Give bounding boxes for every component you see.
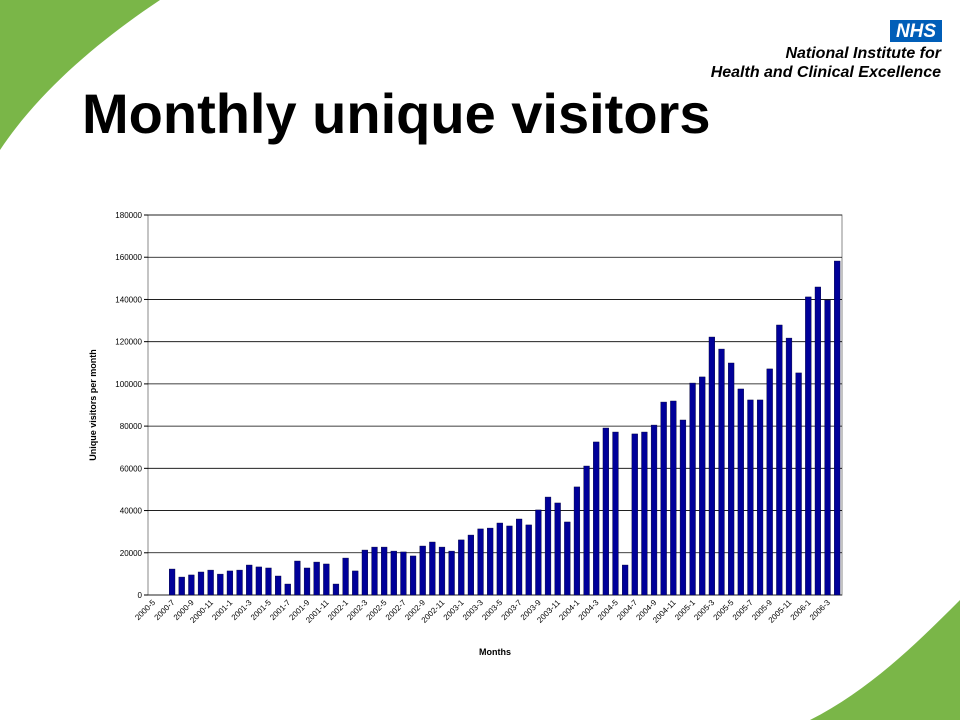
bar [805, 296, 812, 596]
bar [303, 567, 311, 596]
bar [728, 362, 735, 596]
bar [622, 564, 629, 596]
bar [737, 388, 744, 596]
bar [525, 524, 532, 596]
bar [419, 545, 426, 596]
bar [631, 433, 638, 596]
bar [593, 441, 600, 596]
bar [756, 399, 764, 596]
bar [226, 570, 234, 596]
y-tick-label: 180000 [115, 211, 142, 220]
y-tick-label: 40000 [120, 507, 143, 516]
bar [670, 400, 677, 596]
bar [814, 286, 821, 596]
bar [583, 465, 590, 596]
bar [467, 534, 474, 596]
bar [313, 561, 320, 596]
bar [265, 567, 272, 596]
bar [573, 486, 581, 596]
bar [361, 549, 368, 596]
bar [708, 336, 715, 596]
bar [275, 575, 282, 596]
bar [689, 382, 696, 596]
logo-badge-text: NHS [896, 21, 936, 42]
bar [487, 527, 494, 596]
bar [284, 583, 291, 596]
bar [535, 509, 542, 596]
bar [188, 574, 195, 596]
bar [197, 571, 205, 596]
bar [699, 376, 706, 596]
bar [458, 539, 465, 596]
chart-title: Monthly unique visitors [82, 82, 710, 145]
x-axis-label: Months [479, 647, 511, 657]
bar [381, 546, 388, 596]
y-tick-label: 60000 [120, 464, 143, 473]
bar [400, 551, 407, 596]
bar [236, 569, 243, 596]
bar [332, 583, 340, 596]
bar [169, 568, 176, 596]
logo-line: National Institute for [785, 45, 941, 62]
bar [178, 576, 185, 596]
bar [612, 431, 619, 596]
bar [342, 557, 349, 596]
bar [217, 573, 224, 596]
bar [554, 502, 561, 596]
bar [679, 419, 687, 596]
corner-decoration [0, 0, 160, 150]
bar [255, 566, 262, 596]
bar [785, 337, 793, 596]
y-tick-label: 160000 [115, 253, 142, 262]
bar [207, 569, 214, 596]
bar [660, 401, 667, 596]
bar [795, 372, 802, 596]
logo-line: Health and Clinical Excellence [711, 64, 941, 81]
bar [371, 546, 378, 596]
y-tick-label: 120000 [115, 338, 142, 347]
bar [323, 563, 330, 596]
bar [650, 424, 658, 596]
bar [834, 260, 841, 596]
bar [747, 399, 754, 596]
y-tick-label: 140000 [115, 295, 142, 304]
logo-badge [890, 20, 942, 42]
bar [448, 550, 455, 596]
bar [294, 560, 301, 596]
bar [516, 518, 523, 596]
bar [824, 299, 831, 596]
bar [641, 431, 648, 596]
bar [602, 427, 609, 596]
bar [564, 521, 571, 596]
corner-decoration [810, 600, 960, 720]
bar [409, 555, 417, 596]
bar [390, 550, 397, 596]
bar [438, 546, 446, 596]
bar [506, 525, 513, 596]
bar [766, 368, 773, 596]
y-tick-label: 0 [138, 591, 143, 600]
y-axis-label: Unique visitors per month [88, 349, 98, 461]
y-tick-label: 100000 [115, 380, 142, 389]
bar [776, 324, 783, 596]
bar [496, 522, 503, 596]
y-tick-label: 80000 [120, 422, 143, 431]
bar [718, 348, 725, 596]
bar [352, 570, 359, 596]
bar [429, 541, 436, 596]
y-tick-label: 20000 [120, 549, 143, 558]
bar [246, 564, 253, 596]
bar [544, 496, 552, 596]
bar [477, 528, 484, 596]
